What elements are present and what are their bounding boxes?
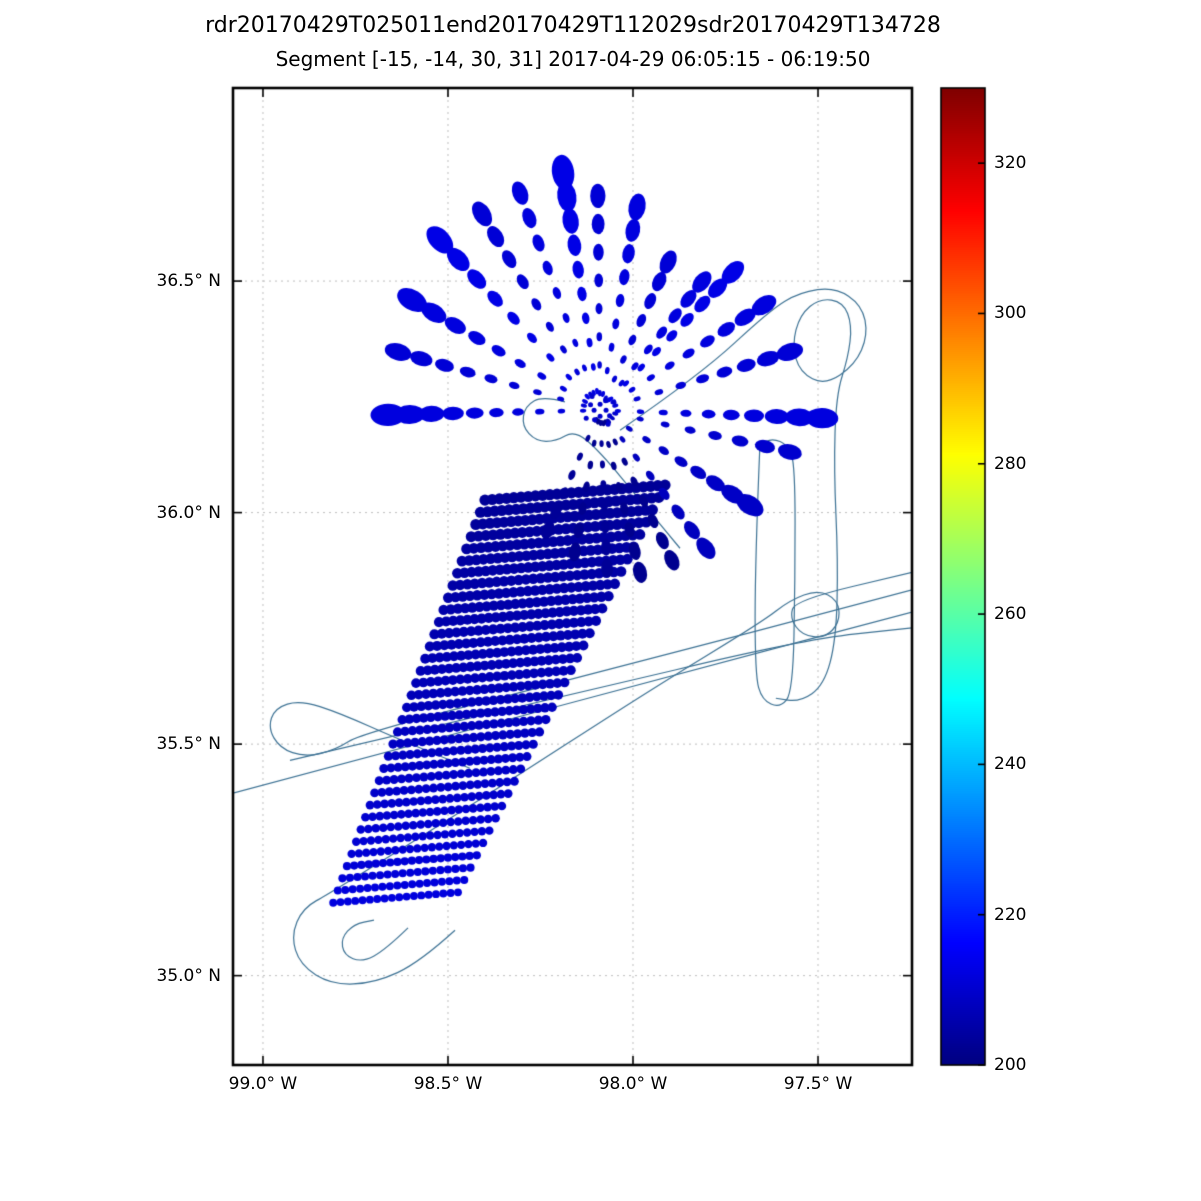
colorbar-tick-label: 200: [994, 1055, 1027, 1075]
colorbar-tick-label: 220: [994, 904, 1027, 925]
colorbar-tick-label: 240: [994, 754, 1027, 775]
colorbar-tick-label: 260: [994, 604, 1027, 625]
y-tick-label: 36.5° N: [156, 271, 221, 292]
colorbar-tick-label: 280: [994, 453, 1027, 474]
colorbar-tick-label: 300: [994, 303, 1027, 324]
y-tick-label: 35.0° N: [156, 965, 221, 986]
y-tick-label: 36.0° N: [156, 502, 221, 523]
x-tick-label: 98.0° W: [598, 1074, 668, 1094]
x-tick-label: 99.0° W: [228, 1074, 298, 1094]
y-tick-label: 35.5° N: [156, 734, 221, 755]
x-tick-label: 97.5° W: [783, 1074, 853, 1094]
x-tick-label: 98.5° W: [413, 1074, 483, 1094]
colorbar-tick-label: 320: [994, 153, 1027, 174]
